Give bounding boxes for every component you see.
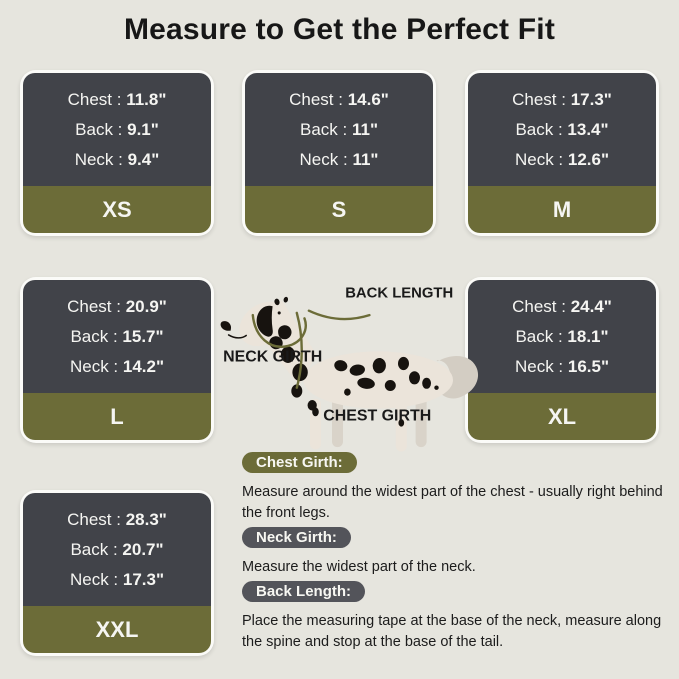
svg-text:BACK LENGTH: BACK LENGTH: [345, 286, 453, 302]
svg-text:CHEST GIRTH: CHEST GIRTH: [323, 408, 431, 425]
svg-text:NECK GIRTH: NECK GIRTH: [223, 348, 322, 365]
